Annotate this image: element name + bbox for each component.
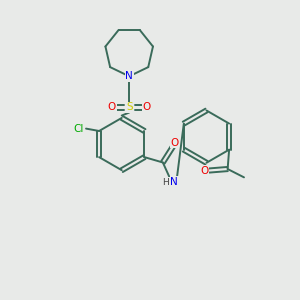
Text: O: O [200, 166, 208, 176]
Text: O: O [142, 103, 151, 112]
Text: S: S [126, 103, 133, 112]
Text: N: N [170, 176, 178, 187]
Text: O: O [171, 138, 179, 148]
Text: Cl: Cl [74, 124, 84, 134]
Text: N: N [125, 71, 133, 81]
Text: O: O [108, 103, 116, 112]
Text: H: H [162, 178, 169, 187]
